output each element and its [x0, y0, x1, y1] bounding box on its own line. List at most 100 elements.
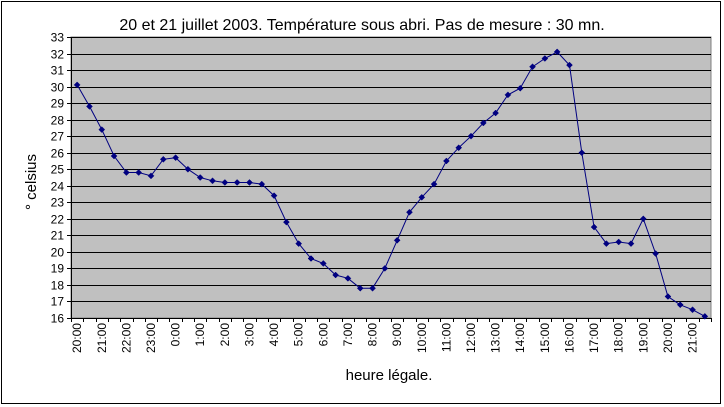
data-point — [553, 48, 561, 56]
x-tick-label: 17:00 — [587, 323, 601, 353]
y-tick-label: 27 — [51, 130, 65, 144]
y-tick-label: 24 — [51, 180, 65, 194]
data-point — [701, 312, 709, 320]
data-point — [369, 284, 376, 292]
y-tick-label: 19 — [51, 262, 65, 276]
data-point — [258, 180, 266, 188]
data-point — [393, 236, 401, 244]
data-point — [221, 179, 229, 186]
y-tick-label: 31 — [51, 64, 65, 78]
data-point — [541, 55, 549, 62]
x-tick-label: 8:00 — [366, 323, 380, 347]
x-tick-label: 13:00 — [489, 323, 503, 353]
data-point — [233, 179, 241, 186]
data-point — [615, 238, 623, 246]
x-tick-label: 6:00 — [316, 323, 330, 347]
data-point — [689, 306, 696, 314]
y-tick-label: 28 — [51, 114, 65, 128]
chart-title: 20 et 21 juillet 2003. Température sous … — [119, 17, 605, 34]
data-point — [566, 61, 573, 69]
data-point — [98, 126, 106, 133]
x-tick-label: 16:00 — [562, 323, 576, 353]
data-point — [443, 157, 450, 165]
x-tick-label: 23:00 — [144, 323, 158, 353]
data-point — [172, 154, 179, 162]
x-tick-label: 7:00 — [341, 323, 355, 347]
data-point — [504, 91, 512, 99]
data-point — [295, 240, 303, 247]
data-point — [86, 103, 93, 110]
x-tick-label: 20:00 — [661, 323, 675, 353]
data-point — [135, 169, 143, 176]
data-point — [246, 179, 253, 186]
y-tick-label: 32 — [51, 48, 65, 62]
x-tick-label: 15:00 — [538, 323, 552, 353]
x-tick-label: 3:00 — [242, 323, 256, 347]
data-point — [110, 152, 118, 160]
y-tick-label: 29 — [51, 97, 65, 111]
data-point — [430, 180, 438, 188]
data-point — [196, 174, 204, 181]
data-point — [184, 165, 192, 173]
plot-area — [70, 36, 712, 319]
x-axis-title: heure légale. — [345, 367, 433, 384]
x-tick-label: 12:00 — [464, 323, 478, 353]
data-point — [590, 223, 598, 231]
data-point — [356, 284, 364, 292]
x-tick-label: 5:00 — [292, 323, 306, 347]
y-tick-label: 25 — [51, 163, 65, 177]
y-tick-label: 26 — [51, 147, 65, 161]
x-tick-label: 21:00 — [686, 323, 700, 353]
data-point — [529, 63, 536, 71]
data-point — [455, 144, 463, 152]
data-point — [676, 301, 684, 309]
x-tick-label: 21:00 — [95, 323, 109, 353]
data-point — [652, 250, 659, 257]
x-tick-label: 11:00 — [439, 323, 453, 352]
x-tick-label: 22:00 — [119, 323, 133, 353]
data-point — [283, 218, 290, 226]
x-tick-label: 2:00 — [218, 323, 232, 347]
y-tick-label: 21 — [51, 229, 65, 243]
y-tick-label: 20 — [51, 246, 65, 260]
y-tick-label: 30 — [51, 81, 65, 95]
data-point — [406, 208, 413, 216]
data-point — [492, 109, 499, 117]
data-point — [664, 293, 672, 300]
data-point — [319, 260, 327, 267]
y-tick-label: 18 — [51, 279, 65, 293]
data-point — [147, 172, 155, 180]
x-tick-label: 19:00 — [636, 323, 650, 353]
data-point — [332, 271, 339, 279]
y-tick-label: 23 — [51, 196, 65, 210]
data-point — [344, 274, 352, 282]
data-point — [159, 155, 167, 163]
data-point — [639, 215, 647, 223]
x-tick-label: 9:00 — [390, 323, 404, 347]
data-point — [209, 177, 216, 185]
y-tick-label: 22 — [51, 213, 65, 227]
data-point — [123, 169, 130, 176]
data-point — [627, 240, 635, 247]
x-tick-label: 1:00 — [193, 323, 207, 347]
x-tick-label: 0:00 — [169, 323, 183, 347]
x-tick-label: 4:00 — [267, 323, 281, 347]
x-tick-label: 14:00 — [513, 323, 527, 353]
data-point — [578, 149, 586, 157]
data-point — [467, 132, 475, 140]
y-tick-label: 17 — [51, 295, 65, 309]
data-point — [603, 240, 610, 247]
x-tick-label: 10:00 — [415, 323, 429, 353]
data-point — [73, 81, 81, 89]
series-line — [76, 51, 706, 317]
data-point — [381, 265, 389, 272]
data-point — [516, 84, 524, 92]
x-tick-label: 20:00 — [70, 323, 84, 353]
data-point — [479, 119, 487, 127]
x-tick-label: 18:00 — [612, 323, 626, 353]
data-point — [270, 192, 278, 200]
data-point — [307, 255, 315, 262]
y-tick-label: 16 — [51, 312, 65, 326]
data-point — [418, 193, 426, 201]
